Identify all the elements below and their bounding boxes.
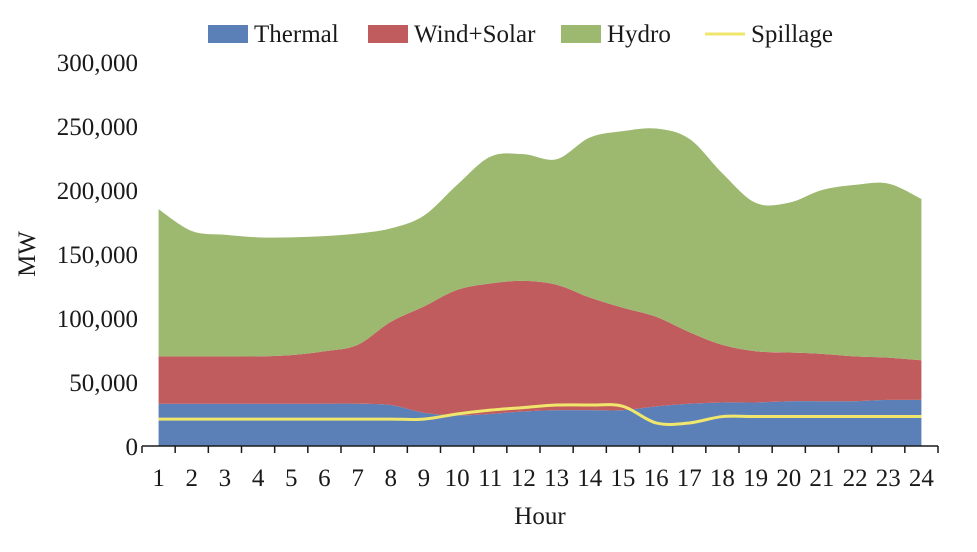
legend-label-hydro: Hydro (607, 21, 671, 48)
x-tick-label: 12 (511, 465, 536, 492)
x-tick-label: 9 (418, 465, 431, 492)
legend: Thermal Wind+Solar Hydro Spillage (208, 21, 833, 48)
y-tick-label: 0 (126, 434, 139, 461)
y-axis-ticks: 0 50,000 100,000 150,000 200,000 250,000 300,0… (57, 50, 138, 461)
x-tick-label: 14 (577, 465, 603, 492)
x-tick-label: 5 (285, 465, 298, 492)
legend-label-spillage: Spillage (751, 21, 833, 48)
legend-label-wind-solar: Wind+Solar (414, 21, 536, 48)
y-tick-label: 100,000 (57, 306, 138, 333)
y-tick-label: 300,000 (57, 50, 138, 77)
x-tick-label: 24 (909, 465, 935, 492)
x-tick-label: 22 (843, 465, 868, 492)
y-tick-label: 250,000 (57, 114, 138, 141)
x-tick-label: 1 (152, 465, 165, 492)
x-tick-label: 3 (219, 465, 232, 492)
x-tick-label: 11 (478, 465, 502, 492)
legend-swatch-thermal (208, 25, 248, 43)
x-tick-label: 10 (445, 465, 470, 492)
y-axis-title: MW (14, 231, 41, 277)
x-tick-label: 2 (186, 465, 199, 492)
legend-swatch-wind-solar (368, 25, 408, 43)
area-hydro (158, 128, 922, 361)
x-axis-title: Hour (514, 503, 566, 530)
x-tick-label: 4 (252, 465, 265, 492)
axes: 1 2 3 4 5 6 7 8 9 10 11 12 13 14 15 16 17 18 19 20 21 22 23 24 … (57, 50, 939, 492)
area-thermal (158, 399, 922, 446)
x-tick-label: 8 (385, 465, 398, 492)
x-tick-label: 18 (710, 465, 735, 492)
x-tick-label: 23 (876, 465, 901, 492)
line-spillage (158, 403, 922, 426)
x-tick-label: 6 (318, 465, 331, 492)
x-tick-label: 7 (351, 465, 364, 492)
area-wind-solar (158, 280, 922, 416)
y-tick-label: 150,000 (57, 242, 138, 269)
x-tick-label: 15 (610, 465, 635, 492)
x-tick-label: 20 (776, 465, 801, 492)
line-series-layer (158, 403, 922, 426)
y-tick-label: 50,000 (69, 370, 138, 397)
y-tick-label: 200,000 (57, 178, 138, 205)
x-tick-label: 17 (677, 465, 702, 492)
legend-swatch-hydro (561, 25, 601, 43)
x-tick-label: 19 (743, 465, 768, 492)
x-axis-ticks: 1 2 3 4 5 6 7 8 9 10 11 12 13 14 15 16 17 18 19 20 21 22 23 24 (141, 446, 939, 492)
area-series-layer (158, 128, 922, 446)
legend-label-thermal: Thermal (254, 21, 339, 48)
x-tick-label: 13 (544, 465, 569, 492)
x-tick-label: 21 (809, 465, 834, 492)
x-tick-label: 16 (644, 465, 669, 492)
